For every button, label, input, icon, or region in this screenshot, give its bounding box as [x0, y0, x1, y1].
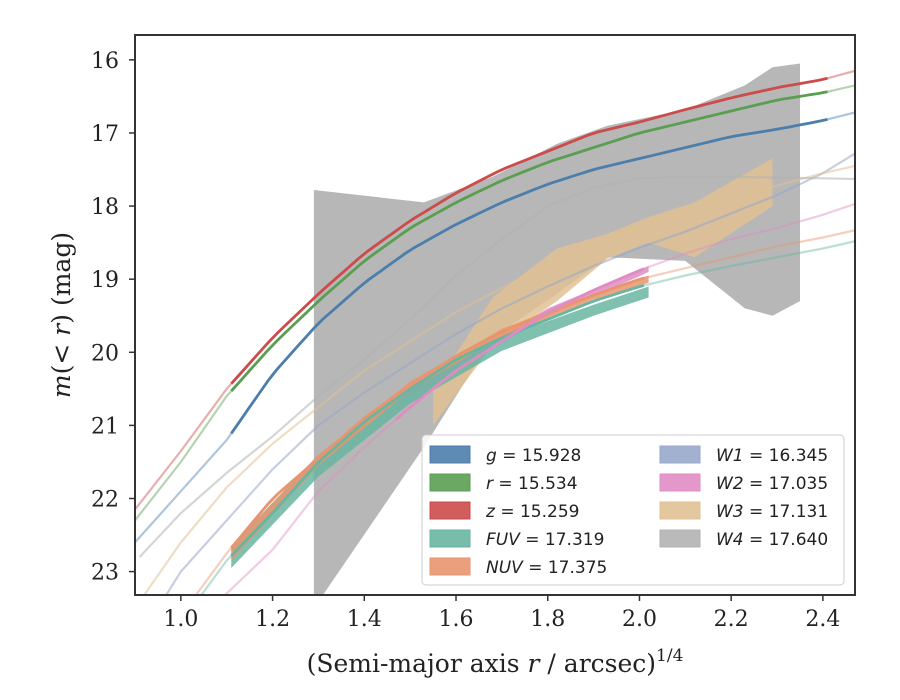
x-tick-label: 2.4 [805, 607, 840, 632]
x-tick-label: 1.2 [255, 607, 290, 632]
x-tick-label: 1.8 [530, 607, 565, 632]
x-tick-label: 2.2 [714, 607, 749, 632]
legend-label: r = 15.534 [486, 474, 578, 494]
legend-swatch [429, 501, 471, 520]
legend-swatch [429, 445, 471, 464]
x-tick-label: 1.6 [439, 607, 474, 632]
legend-box [421, 434, 845, 586]
measured-line-r [230, 90, 828, 392]
legend-label: NUV = 17.375 [486, 558, 607, 578]
y-axis-ticks: 16 17 18 19 20 21 22 23 [91, 49, 135, 586]
x-tick-label: 2.0 [622, 607, 657, 632]
x-axis-ticks: 1.0 1.2 1.4 1.6 1.8 2.0 2.2 2.4 [163, 595, 840, 632]
fit-curve-w1 [164, 152, 855, 595]
legend-swatch [659, 529, 701, 548]
legend-label: FUV = 17.319 [486, 530, 604, 550]
legend-item-g: g = 15.928 [429, 445, 581, 466]
legend-label: g = 15.928 [486, 446, 581, 466]
measured-line-fuv [230, 284, 645, 557]
legend-swatch [659, 445, 701, 464]
legend-label: W4 = 17.640 [716, 530, 828, 550]
legend-swatch [429, 529, 471, 548]
fit-curve-w3 [142, 164, 855, 595]
legend: g = 15.928 r = 15.534 z = 15.259 FUV = 17.3… [421, 434, 845, 586]
legend-item-r: r = 15.534 [429, 473, 578, 494]
legend-swatch [659, 473, 701, 492]
measured-line-z [230, 76, 828, 385]
x-tick-label: 1.0 [163, 607, 198, 632]
legend-item-z: z = 15.259 [429, 501, 579, 522]
band-w4 [313, 63, 800, 595]
legend-label: W3 = 17.131 [716, 502, 828, 522]
legend-swatch [429, 557, 471, 576]
y-tick-label: 17 [91, 122, 119, 147]
band-w2 [396, 266, 649, 404]
legend-label: W2 = 17.035 [716, 474, 828, 494]
y-axis-label: m(< r) (mag) [47, 232, 76, 398]
y-tick-label: 18 [91, 195, 119, 220]
uncertainty-bands [231, 63, 800, 595]
y-tick-label: 20 [91, 341, 119, 366]
measured-line-w2 [395, 267, 645, 421]
x-tick-label: 1.4 [347, 607, 382, 632]
measured-profiles [230, 76, 828, 557]
legend-item-w4: W4 = 17.640 [659, 529, 828, 550]
legend-item-fuv: FUV = 17.319 [429, 529, 604, 550]
measured-line-nuv [230, 276, 645, 549]
legend-label: z = 15.259 [485, 502, 579, 522]
x-axis-label: (Semi-major axis r / arcsec)1/4 [307, 646, 684, 678]
legend-label: W1 = 16.345 [716, 446, 828, 466]
legend-item-w2: W2 = 17.035 [659, 473, 828, 494]
legend-swatch [659, 501, 701, 520]
legend-swatch [429, 473, 471, 492]
legend-item-w3: W3 = 17.131 [659, 501, 828, 522]
y-tick-label: 23 [91, 561, 119, 586]
band-w3 [433, 158, 773, 426]
legend-item-w1: W1 = 16.345 [659, 445, 828, 466]
y-tick-label: 16 [91, 49, 119, 74]
legend-item-nuv: NUV = 17.375 [429, 557, 607, 578]
y-tick-label: 22 [91, 487, 119, 512]
y-tick-label: 21 [91, 414, 119, 439]
fit-curve-w4 [138, 175, 855, 558]
y-tick-label: 19 [91, 268, 119, 293]
measured-line-g [230, 118, 828, 435]
plot-frame [134, 34, 856, 596]
